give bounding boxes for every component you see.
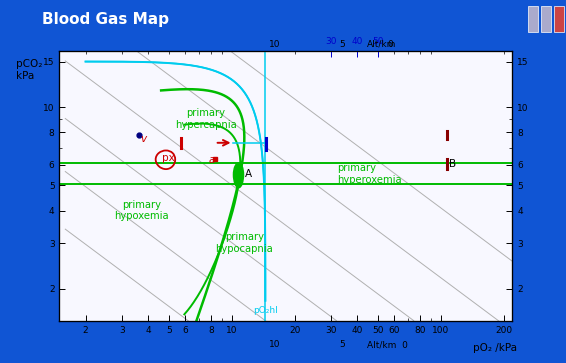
- Text: primary
hyperoxemia: primary hyperoxemia: [337, 163, 402, 184]
- Text: Alt/km  0: Alt/km 0: [367, 340, 408, 349]
- Text: 5: 5: [340, 40, 345, 49]
- Circle shape: [233, 163, 243, 188]
- Text: B: B: [449, 159, 456, 169]
- FancyBboxPatch shape: [541, 6, 551, 32]
- Text: primary
hypoxemia: primary hypoxemia: [114, 200, 169, 221]
- Text: a: a: [208, 155, 215, 165]
- Text: v: v: [140, 134, 146, 144]
- Text: primary
hypocapnia: primary hypocapnia: [216, 232, 273, 254]
- Text: A: A: [245, 169, 252, 179]
- Text: pO₂hl: pO₂hl: [253, 306, 278, 315]
- Text: Blood Gas Map: Blood Gas Map: [42, 12, 169, 26]
- Text: pO₂ /kPa: pO₂ /kPa: [473, 343, 517, 353]
- Text: primary
hypercapnia: primary hypercapnia: [175, 109, 237, 130]
- Text: 0: 0: [387, 40, 393, 49]
- Text: pCO₂
kPa: pCO₂ kPa: [16, 59, 43, 81]
- Text: 10: 10: [269, 340, 280, 349]
- FancyBboxPatch shape: [528, 6, 538, 32]
- Text: 5: 5: [340, 340, 345, 349]
- Text: px: px: [162, 153, 174, 163]
- FancyBboxPatch shape: [554, 6, 564, 32]
- Text: 10: 10: [269, 40, 280, 49]
- Text: Alt/km: Alt/km: [367, 40, 397, 49]
